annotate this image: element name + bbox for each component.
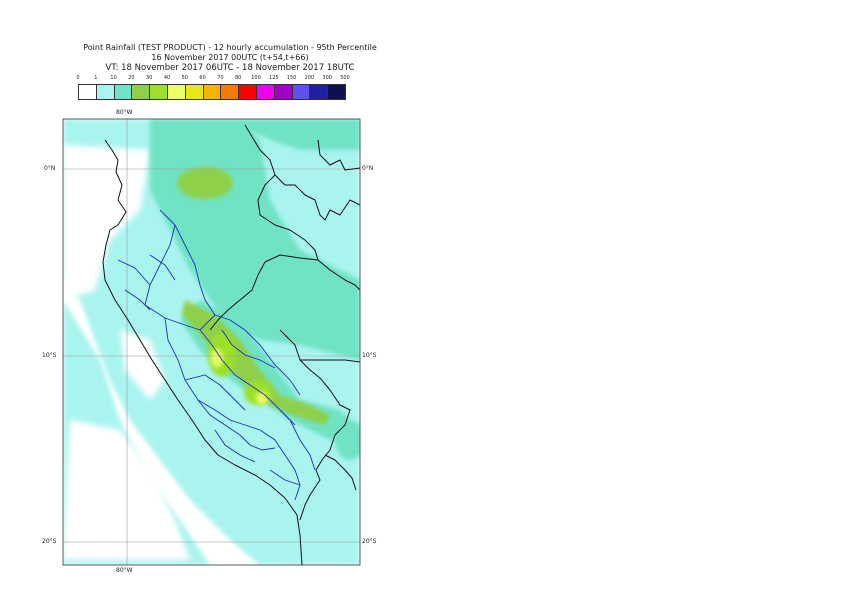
legend-tick-label: 40 bbox=[163, 75, 171, 81]
map-frame bbox=[62, 118, 361, 566]
lat-label-left-20s: 20°S bbox=[42, 538, 57, 545]
legend-tick-label: 70 bbox=[217, 75, 224, 81]
lat-label-left-10s: 10°S bbox=[42, 352, 57, 359]
lat-label-left-0: 0°N bbox=[44, 165, 56, 172]
legend-tick-label: 20 bbox=[128, 75, 135, 81]
legend-tick-label: 60 bbox=[199, 75, 206, 81]
rain-band-20-30 bbox=[177, 167, 330, 425]
region-borders bbox=[117, 209, 316, 501]
lat-label-right-20s: 20°S bbox=[362, 538, 377, 545]
legend-tick-label: 50 bbox=[181, 75, 188, 81]
lon-label-bottom: 80°W bbox=[116, 567, 133, 574]
legend-tick-label: 200 bbox=[304, 75, 315, 81]
legend-tick-label: 300 bbox=[322, 75, 332, 81]
legend-tick-label: 125 bbox=[269, 75, 279, 81]
lat-label-right-0: 0°N bbox=[362, 165, 374, 172]
legend-tick-label: 500 bbox=[340, 75, 350, 81]
legend-tick-label: 100 bbox=[251, 75, 261, 81]
graticule bbox=[63, 119, 360, 565]
legend-swatch bbox=[327, 84, 346, 100]
legend-tick-label: 0 bbox=[76, 75, 80, 81]
legend-tick-label: 150 bbox=[286, 75, 297, 81]
map-title-line3: VT: 18 November 2017 06UTC - 18 November… bbox=[105, 63, 355, 73]
lat-label-right-10s: 10°S bbox=[362, 352, 377, 359]
dry-area bbox=[63, 145, 190, 560]
legend-tick-label: 10 bbox=[110, 75, 117, 81]
coastline-borders bbox=[102, 124, 360, 565]
map-title-line1: Point Rainfall (TEST PRODUCT) - 12 hourl… bbox=[83, 43, 377, 52]
map-title-line2: 16 November 2017 00UTC (t+54,t+66) bbox=[151, 53, 309, 62]
legend-tick-label: 1 bbox=[94, 75, 98, 81]
lon-label-top: 80°W bbox=[116, 109, 133, 116]
legend-tick-label: 30 bbox=[146, 75, 153, 81]
legend-tick-label: 80 bbox=[235, 75, 242, 81]
